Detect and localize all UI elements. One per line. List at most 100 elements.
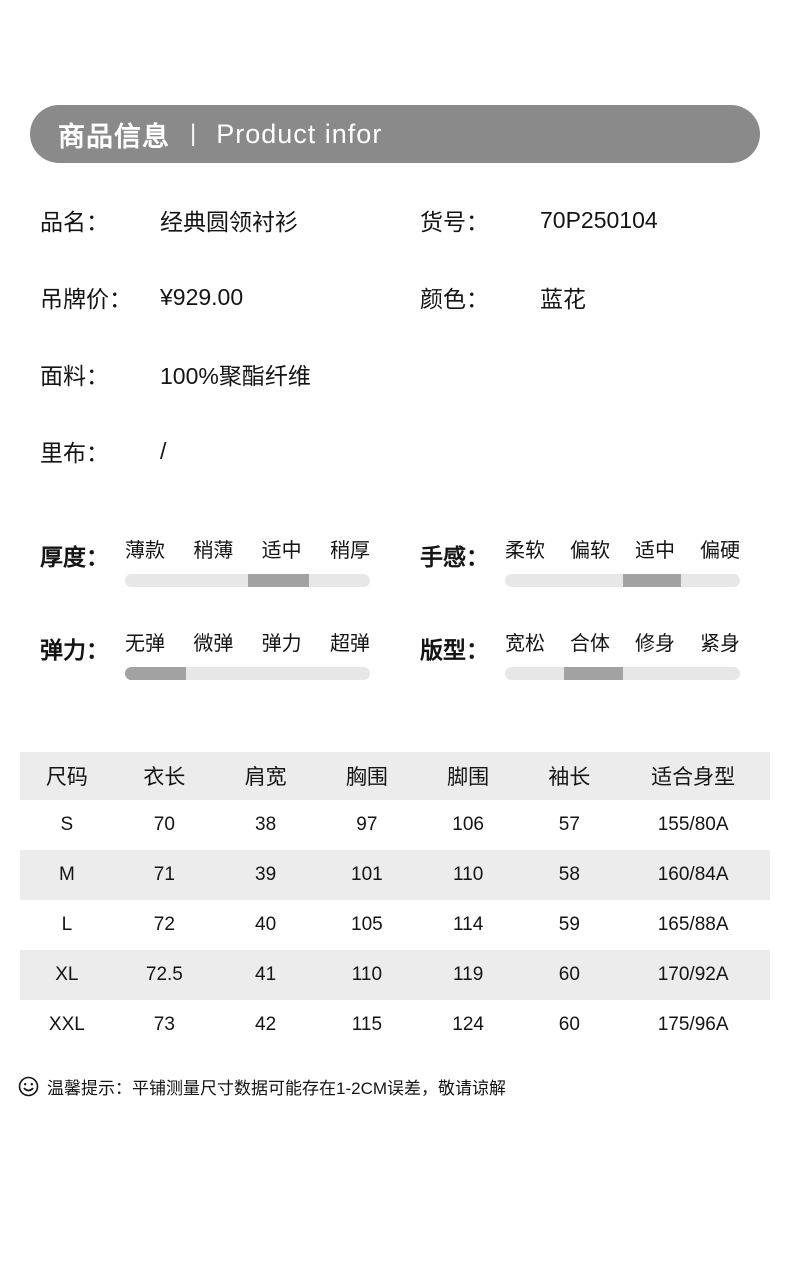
attribute-thickness: 厚度： 薄款 稍薄 适中 稍厚 (40, 536, 370, 587)
fabric-value: 100%聚酯纤维 (160, 363, 311, 389)
attribute-options: 宽松 合体 修身 紧身 (505, 629, 740, 659)
table-header-cell: 肩宽 (244, 766, 287, 789)
fabric-label: 面料： (40, 363, 109, 389)
attribute-label: 手感： (420, 544, 489, 570)
attribute-option: 适中 (635, 540, 675, 562)
table-cell: 124 (452, 1014, 484, 1035)
table-cell: 57 (558, 814, 580, 835)
product-info-section: 品名： 经典圆领衬衫 货号： 70P250104 吊牌价： ¥929.00 颜色… (0, 203, 790, 468)
item-number-value: 70P250104 (540, 206, 658, 233)
attribute-track-active (125, 667, 187, 680)
table-body: S 70 38 97 106 57 155/80A M 71 39 101 110 58 160/84A L… (20, 800, 770, 1050)
table-cell: 42 (255, 1014, 277, 1035)
attribute-option: 修身 (635, 633, 675, 655)
table-cell: XL (55, 964, 79, 985)
item-number-label: 货号： (420, 209, 489, 235)
attribute-option: 超弹 (329, 633, 370, 655)
fabric-field: 面料： 100%聚酯纤维 (40, 357, 420, 391)
attribute-track (505, 574, 740, 587)
size-table: 尺码 衣长 肩宽 胸围 脚围 袖长 适合身型 S 70 38 97 106 57 155/80A M 71 3… (20, 752, 770, 1050)
table-cell: 71 (153, 864, 175, 885)
table-header-cell: 衣长 (143, 766, 186, 789)
lining-label: 里布： (40, 440, 109, 466)
item-number-field: 货号： 70P250104 (420, 203, 750, 237)
table-cell: 110 (351, 964, 383, 985)
table-cell: 160/84A (657, 864, 729, 885)
table-row: XL 72.5 41 110 119 60 170/92A (20, 950, 770, 1000)
tag-price-label: 吊牌价： (40, 286, 132, 312)
tag-price-field: 吊牌价： ¥929.00 (40, 280, 420, 314)
attribute-option: 紧身 (700, 633, 740, 655)
table-cell: M (58, 864, 75, 885)
table-header-cell: 袖长 (548, 766, 591, 789)
table-cell: 40 (255, 914, 277, 935)
attribute-option: 合体 (570, 633, 610, 655)
table-cell: 175/96A (657, 1014, 729, 1035)
table-cell: 60 (558, 964, 580, 985)
table-cell: 110 (452, 864, 484, 885)
table-cell: 39 (255, 864, 277, 885)
page-title-en: Product infor (216, 118, 383, 149)
table-cell: 170/92A (657, 964, 729, 985)
info-row: 里布： / (40, 434, 750, 468)
attribute-label: 厚度： (40, 544, 109, 570)
title-separator: | (190, 120, 197, 147)
table-cell: 105 (351, 914, 383, 935)
table-cell: 97 (356, 814, 378, 835)
info-row: 面料： 100%聚酯纤维 (40, 359, 750, 389)
attribute-label: 弹力： (40, 637, 109, 663)
table-cell: 72 (153, 914, 175, 935)
table-cell: S (60, 814, 74, 835)
attribute-option: 弹力 (261, 633, 302, 655)
table-cell: 119 (452, 964, 484, 985)
table-cell: XXL (48, 1014, 85, 1035)
footer-tip: 温馨提示：平铺测量尺寸数据可能存在1-2CM误差，敬请谅解 (0, 1074, 790, 1099)
table-cell: 101 (351, 864, 383, 885)
table-cell: L (61, 914, 73, 935)
product-name-value: 经典圆领衬衫 (160, 209, 298, 235)
table-cell: 72.5 (145, 964, 183, 985)
lining-value: / (160, 437, 167, 464)
attribute-hand-feel: 手感： 柔软 偏软 适中 偏硬 (420, 536, 740, 587)
lining-field: 里布： / (40, 434, 420, 468)
attribute-option: 适中 (261, 540, 302, 562)
table-cell: 38 (255, 814, 277, 835)
attribute-sliders-section: 厚度： 薄款 稍薄 适中 稍厚 手感： 柔软 偏软 适中 偏硬 弹力： 无弹 微弹 弹力 超弹 版… (0, 536, 790, 680)
product-name-label: 品名： (40, 209, 109, 235)
table-cell: 70 (153, 814, 175, 835)
table-header-cell: 胸围 (345, 766, 388, 789)
color-value: 蓝花 (540, 286, 586, 312)
info-row: 品名： 经典圆领衬衫 货号： 70P250104 (40, 203, 750, 237)
table-header-cell: 脚围 (447, 766, 490, 789)
info-row: 吊牌价： ¥929.00 颜色： 蓝花 (40, 280, 750, 314)
page-title-cn: 商品信息 (58, 121, 170, 152)
table-row: M 71 39 101 110 58 160/84A (20, 850, 770, 900)
section-header-bar: 商品信息 | Product infor (30, 105, 760, 163)
attribute-option: 偏硬 (700, 540, 740, 562)
attribute-option: 偏软 (570, 540, 610, 562)
attribute-option: 稍厚 (329, 540, 370, 562)
attribute-track (125, 574, 370, 587)
table-cell: 58 (558, 864, 580, 885)
table-cell: 165/88A (657, 914, 729, 935)
table-cell: 114 (452, 914, 484, 935)
attribute-option: 稍薄 (193, 540, 234, 562)
table-cell: 73 (153, 1014, 175, 1035)
table-row: XXL 73 42 115 124 60 175/96A (20, 1000, 770, 1050)
attribute-elasticity: 弹力： 无弹 微弹 弹力 超弹 (40, 629, 370, 680)
attribute-option: 宽松 (505, 633, 545, 655)
attribute-options: 柔软 偏软 适中 偏硬 (505, 536, 740, 566)
table-cell: 60 (558, 1014, 580, 1035)
table-row: S 70 38 97 106 57 155/80A (20, 800, 770, 850)
attribute-track (125, 667, 370, 680)
attribute-options: 薄款 稍薄 适中 稍厚 (125, 536, 370, 566)
table-cell: 106 (452, 814, 484, 835)
footer-tip-text: 温馨提示：平铺测量尺寸数据可能存在1-2CM误差，敬请谅解 (47, 1079, 507, 1098)
table-header-cell: 尺码 (45, 766, 88, 789)
table-cell: 41 (255, 964, 277, 985)
attribute-option: 无弹 (125, 633, 165, 655)
color-field: 颜色： 蓝花 (420, 280, 750, 314)
smiley-icon (18, 1076, 39, 1097)
attribute-option: 薄款 (125, 540, 165, 562)
attribute-label: 版型： (420, 637, 489, 663)
